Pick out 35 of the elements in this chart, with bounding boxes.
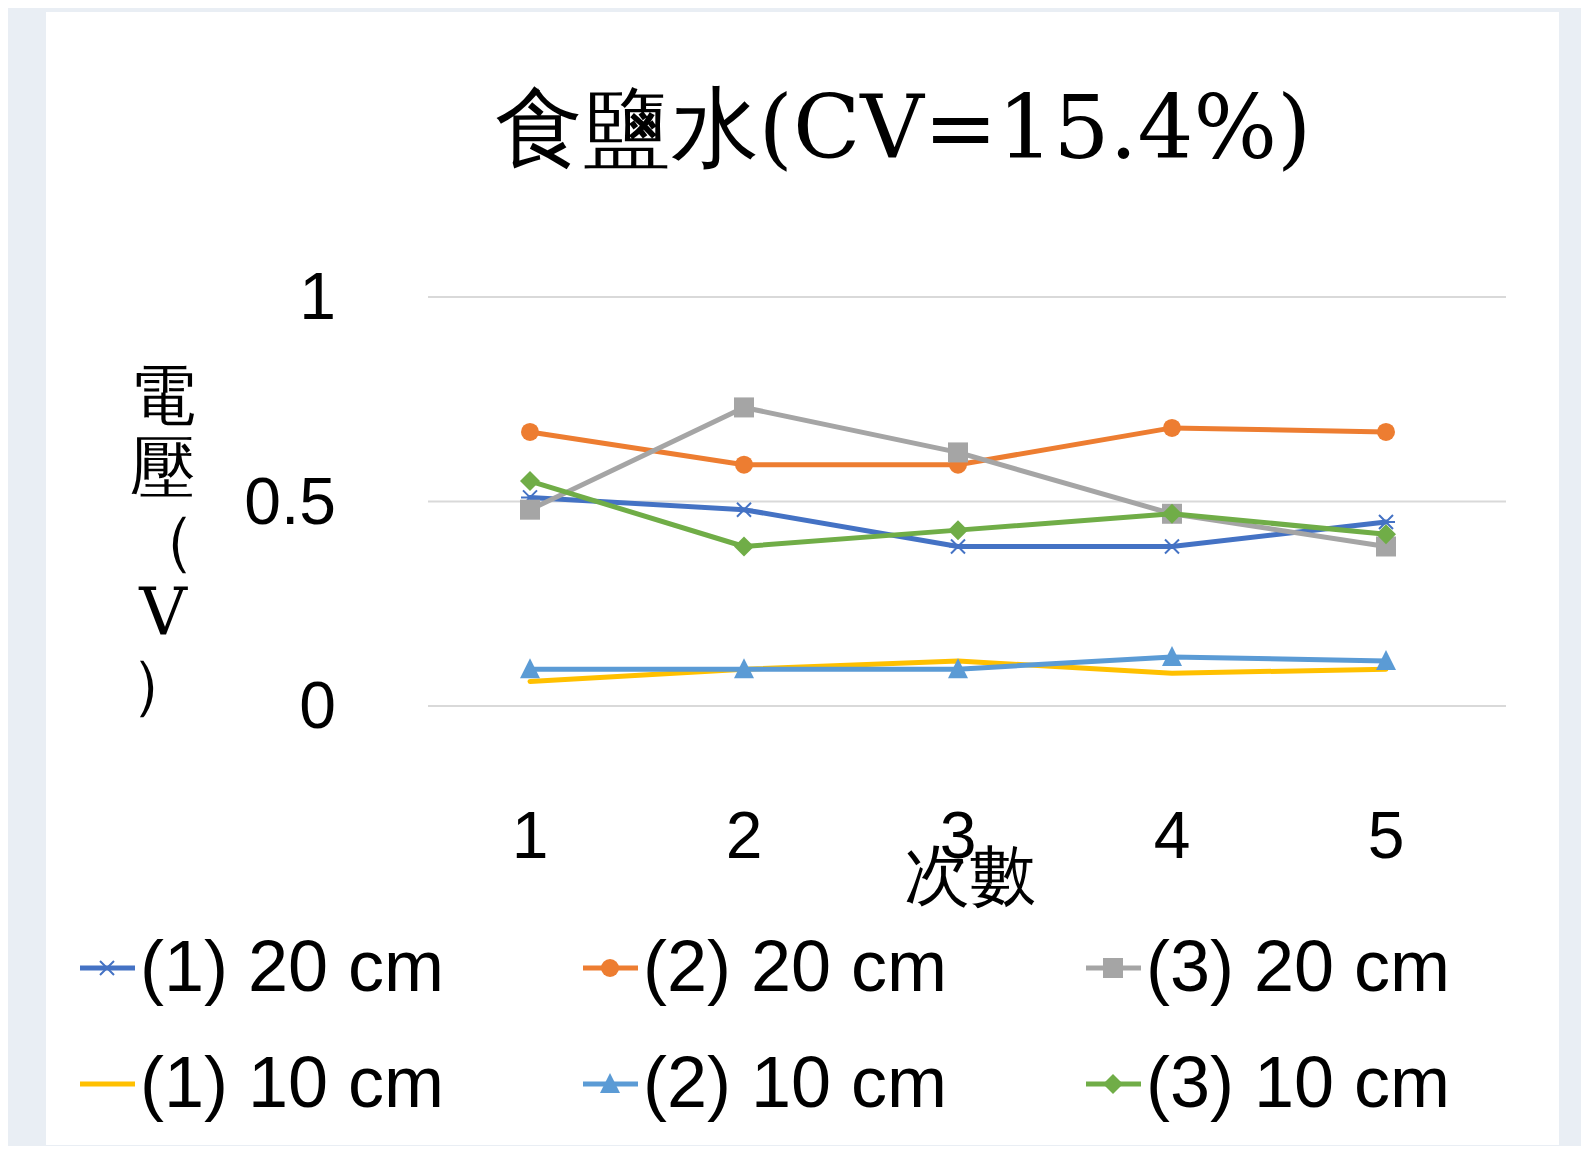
x-tick-label: 2 [725,798,763,872]
point [948,520,968,541]
point [734,501,754,518]
point [520,499,540,520]
legend-label: (3) 20 cm [1146,926,1451,1006]
point [734,397,754,418]
legend-label: (2) 20 cm [643,926,948,1006]
point [1163,418,1181,437]
point [1162,538,1182,555]
x-tick-label: 1 [511,798,549,872]
point [948,658,968,679]
point [734,536,754,557]
point [735,455,753,474]
y-tick-label: 0.5 [244,463,336,538]
point [1377,422,1395,441]
legend-label: (3) 10 cm [1146,1042,1451,1122]
legend-label: (2) 10 cm [643,1042,948,1122]
point [520,471,540,492]
point [948,442,968,463]
legend-label: (1) 10 cm [140,1042,445,1122]
point [1162,645,1182,666]
point [1376,513,1396,530]
point [521,422,539,441]
y-tick-label: 1 [299,259,336,333]
x-tick-label: 4 [1153,798,1191,872]
point [1376,524,1396,545]
legend-label: (1) 20 cm [140,926,445,1006]
y-tick-label: 0 [299,668,336,742]
y-axis-title: 電壓（V） [130,357,196,722]
x-tick-label: 5 [1367,798,1405,872]
point [520,658,540,679]
point [1376,650,1396,671]
point [948,538,968,555]
point [734,658,754,679]
chart-title: 食鹽水(CV=15.4%) [494,76,1312,179]
